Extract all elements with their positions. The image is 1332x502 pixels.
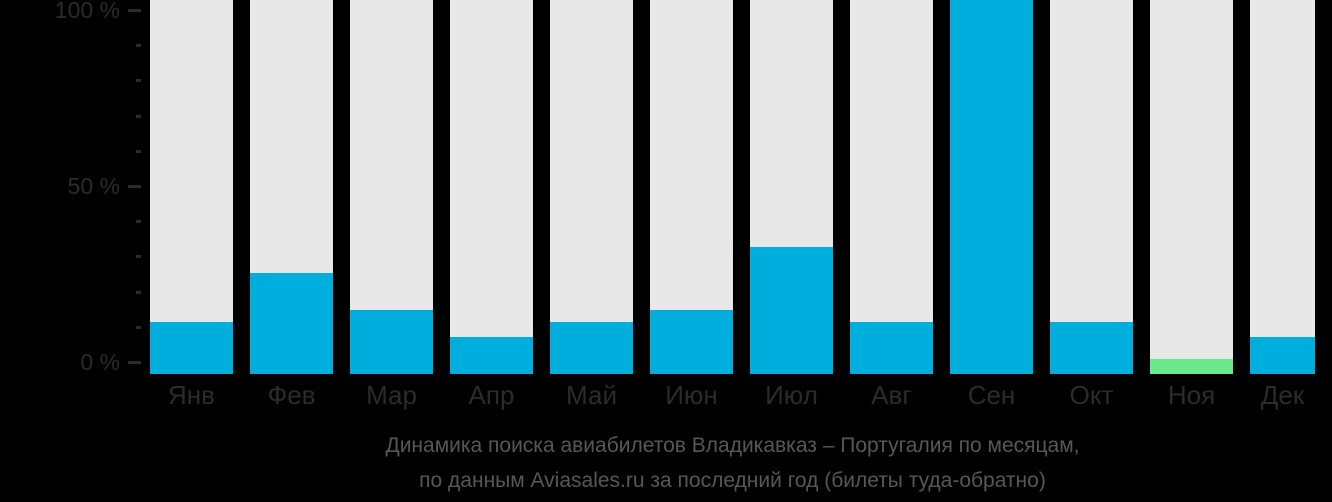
x-axis-label: Авг [871, 380, 912, 410]
month-column-1: Янв [150, 0, 233, 408]
value-bar [350, 310, 433, 374]
x-axis-label: Апр [468, 380, 515, 410]
x-axis-label: Май [566, 380, 617, 410]
chart-title-line2: по данным Aviasales.ru за последний год … [419, 469, 1046, 492]
month-column-2: Фев [250, 0, 333, 408]
y-axis-minor-tick [136, 290, 141, 294]
y-axis-minor-tick [136, 149, 141, 153]
y-axis-minor-tick [136, 114, 141, 118]
x-axis-label: Июн [665, 380, 718, 410]
x-axis-label: Мар [366, 380, 417, 410]
value-bar [150, 321, 233, 374]
month-column-3: Мар [350, 0, 433, 408]
value-bar [450, 336, 533, 374]
value-bar [1050, 321, 1133, 374]
x-axis-label: Ноя [1167, 380, 1216, 410]
y-axis-major-tick [128, 185, 141, 188]
value-bar [850, 321, 933, 374]
y-axis-minor-tick [136, 44, 141, 48]
y-axis-minor-tick [136, 255, 141, 259]
month-column-9: Сен [950, 0, 1033, 408]
month-column-4: Апр [450, 0, 533, 408]
x-axis-label: Сен [967, 380, 1016, 410]
x-axis-label: Фев [267, 380, 316, 410]
plot-area: Янв Фев Мар Апр Май Июн Июл Авг Сен Окт Ноя Дек [150, 0, 1315, 408]
x-axis-label: Дек [1260, 380, 1305, 410]
value-bar [650, 310, 733, 374]
month-column-7: Июл [750, 0, 833, 408]
y-axis-label: 0 % [80, 349, 120, 375]
y-axis-minor-tick [136, 79, 141, 83]
value-bar [1150, 359, 1233, 374]
month-column-10: Окт [1050, 0, 1133, 408]
x-axis-label: Июл [765, 380, 818, 410]
chart-title: Динамика поиска авиабилетов Владикавказ … [150, 428, 1315, 498]
value-bar [950, 0, 1033, 374]
month-column-5: Май [550, 0, 633, 408]
value-bar [750, 246, 833, 374]
x-axis-label: Янв [168, 380, 215, 410]
y-axis-label: 100 % [54, 0, 120, 23]
y-axis-label: 50 % [67, 173, 120, 199]
y-axis-major-tick [128, 9, 141, 12]
x-axis-label: Окт [1069, 380, 1114, 410]
y-axis-major-tick [128, 361, 141, 364]
y-axis-minor-tick [136, 325, 141, 329]
month-column-8: Авг [850, 0, 933, 408]
month-column-6: Июн [650, 0, 733, 408]
month-column-11: Ноя [1150, 0, 1233, 408]
month-column-12: Дек [1250, 0, 1315, 408]
value-bar [250, 273, 333, 374]
y-axis-minor-tick [136, 220, 141, 224]
chart-title-line1: Динамика поиска авиабилетов Владикавказ … [385, 434, 1080, 457]
value-bar [1250, 336, 1315, 374]
value-bar [550, 321, 633, 374]
